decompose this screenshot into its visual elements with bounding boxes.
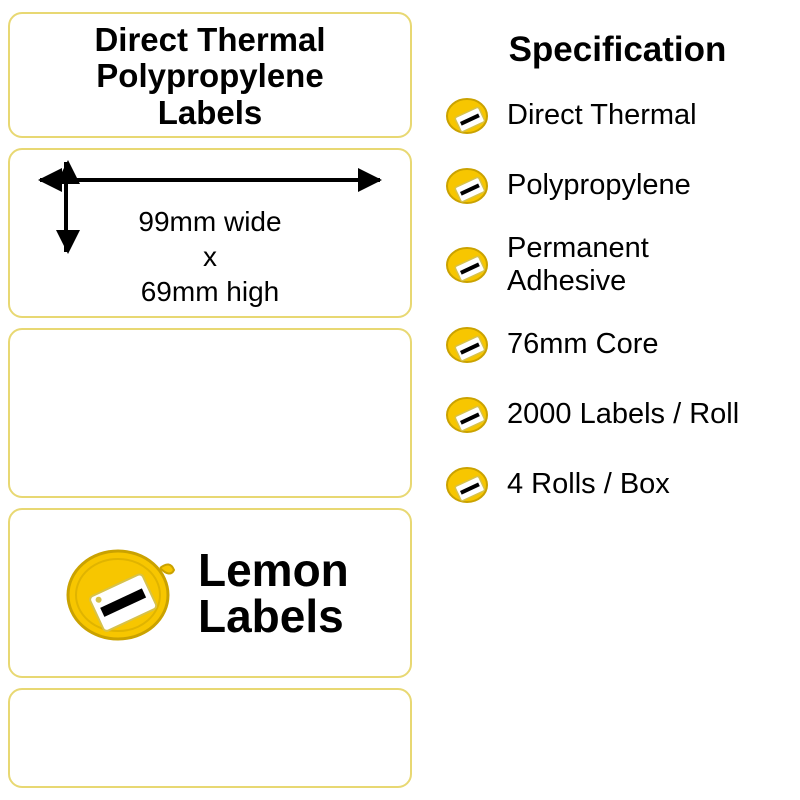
spec-item: 4 Rolls / Box: [445, 461, 790, 509]
tag-icon: [445, 162, 493, 210]
spec-item: 76mm Core: [445, 321, 790, 369]
tag-icon: [445, 321, 493, 369]
brand-line1: Lemon: [198, 544, 349, 596]
specification-panel: Specification Direct Thermal: [420, 0, 800, 800]
tag-icon: [445, 461, 493, 509]
spec-item-label: Direct Thermal: [507, 99, 697, 132]
spec-item: Polypropylene: [445, 162, 790, 210]
spec-item: PermanentAdhesive: [445, 232, 790, 299]
dim-line3: 69mm high: [141, 276, 280, 307]
spec-item-label: 2000 Labels / Roll: [507, 398, 739, 431]
spec-item-label: 76mm Core: [507, 328, 659, 361]
label-panel-blank-bottom: [8, 688, 412, 788]
label-panel-dimensions: 99mm wide x 69mm high: [8, 148, 412, 318]
tag-icon: [445, 391, 493, 439]
spec-item: 2000 Labels / Roll: [445, 391, 790, 439]
label-roll-preview: Direct Thermal Polypropylene Labels 99mm…: [0, 0, 420, 800]
brand-line2: Labels: [198, 590, 344, 642]
tag-icon: [445, 92, 493, 140]
tag-icon: [445, 241, 493, 289]
dimension-diagram: 99mm wide x 69mm high: [10, 150, 410, 316]
spec-item-label: Polypropylene: [507, 169, 691, 202]
spec-item-label: PermanentAdhesive: [507, 232, 649, 299]
product-title-line1: Direct Thermal: [94, 21, 325, 58]
product-title-line2: Polypropylene: [96, 57, 323, 94]
spec-item: Direct Thermal: [445, 92, 790, 140]
product-spec-card: Direct Thermal Polypropylene Labels 99mm…: [0, 0, 800, 800]
spec-heading: Specification: [445, 30, 790, 70]
spec-item-label: 4 Rolls / Box: [507, 468, 670, 501]
brand-name: Lemon Labels: [198, 547, 349, 639]
spec-list: Direct Thermal Polypropylene: [445, 92, 790, 509]
product-title: Direct Thermal Polypropylene Labels: [10, 14, 410, 131]
dimension-text: 99mm wide x 69mm high: [10, 204, 410, 309]
label-panel-brand: Lemon Labels: [8, 508, 412, 678]
product-title-line3: Labels: [158, 94, 263, 131]
brand-logo: Lemon Labels: [60, 530, 390, 656]
dim-line2: x: [203, 241, 217, 272]
label-panel-title: Direct Thermal Polypropylene Labels: [8, 12, 412, 138]
lemon-icon: [60, 533, 180, 653]
dim-line1: 99mm wide: [138, 206, 281, 237]
width-arrow-icon: [40, 178, 380, 182]
label-panel-blank: [8, 328, 412, 498]
